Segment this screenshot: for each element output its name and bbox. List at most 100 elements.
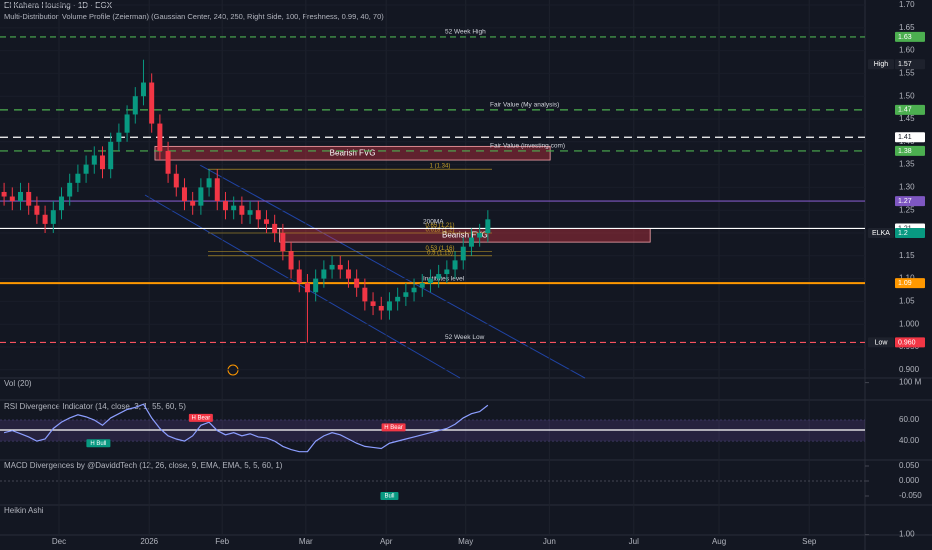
y-tick-label: 1.15 — [899, 251, 915, 260]
candle-body — [91, 155, 97, 165]
name-tag-label: ELKA — [872, 230, 890, 237]
price-badge-label: 1.27 — [898, 198, 912, 205]
candle-body — [263, 219, 269, 224]
candle-body — [116, 132, 122, 142]
x-tick-label: Aug — [712, 537, 726, 546]
candle-body — [403, 292, 409, 297]
candle-body — [190, 201, 196, 206]
candle-body — [280, 233, 286, 252]
candle-body — [198, 187, 204, 206]
price-badge — [895, 228, 925, 239]
annotation: Institutes level — [423, 275, 465, 282]
name-tag-label: Low — [875, 339, 889, 346]
candle-body — [9, 196, 15, 202]
candle-body — [395, 296, 401, 302]
y-tick-label: 1.50 — [899, 91, 915, 100]
x-tick-label: Jun — [543, 537, 556, 546]
candle-body — [386, 301, 392, 311]
candle-body — [206, 178, 212, 188]
candle-body — [452, 260, 458, 270]
fvg-box — [154, 145, 551, 161]
candle-body — [165, 150, 171, 174]
candle-body — [362, 287, 368, 302]
candle-body — [124, 114, 130, 133]
candle-body — [378, 305, 384, 311]
pane-tick-label: 0.000 — [899, 476, 920, 485]
candle-body — [345, 269, 351, 279]
candle-body — [485, 219, 491, 234]
level-label: Fair Value (investing.com) — [490, 143, 565, 150]
candle-body — [272, 223, 278, 234]
fib-label: 0.53 (1.16) — [425, 246, 454, 252]
candle-body — [427, 278, 433, 284]
candle-body — [1, 191, 7, 197]
candle-body — [337, 264, 343, 270]
x-tick-label: Mar — [299, 537, 313, 546]
pane-title: Heikin Ashi — [4, 506, 44, 515]
x-tick-label: Dec — [52, 537, 66, 546]
candle-body — [108, 141, 114, 170]
candle-body — [58, 196, 64, 211]
name-tag-label: High — [874, 61, 889, 68]
price-badge-label: 1.09 — [898, 280, 912, 287]
channel-line — [144, 194, 461, 379]
pane-tick-label: 1.00 — [899, 530, 915, 539]
fib-label: 1 (1.34) — [430, 164, 451, 170]
price-badge — [895, 59, 925, 70]
candle-body — [255, 210, 261, 220]
x-tick-label: Sep — [802, 537, 817, 546]
y-tick-label: 1.60 — [899, 46, 915, 55]
candle-body — [17, 191, 23, 202]
pane-tick-label: -0.050 — [899, 491, 922, 500]
y-tick-label: 1.35 — [899, 160, 915, 169]
y-tick-label: 1.000 — [899, 319, 920, 328]
candle-body — [370, 301, 376, 306]
price-badge-label: 1.41 — [898, 134, 912, 141]
y-tick-label: 1.25 — [899, 205, 915, 214]
level-label: 52 Week High — [445, 29, 486, 36]
candle-body — [247, 210, 253, 215]
candle-body — [329, 264, 335, 270]
pane-title: MACD Divergences by @DaviddTech (12, 26,… — [4, 461, 283, 470]
div-tag — [86, 439, 111, 448]
candle-body — [436, 274, 442, 279]
y-tick-label: 1.55 — [899, 69, 915, 78]
div-label: H Bear — [192, 416, 211, 422]
candle-body — [304, 283, 310, 293]
indicator-title: Multi-Distribution Volume Profile (Zeier… — [4, 12, 384, 21]
candle-body — [42, 214, 48, 224]
div-tag — [381, 423, 406, 432]
candle-body — [173, 173, 179, 188]
rsi-tick-label: 40.00 — [899, 436, 920, 445]
div-label: H Bear — [384, 425, 403, 431]
candle-body — [468, 237, 474, 247]
x-tick-label: Feb — [215, 537, 229, 546]
name-tag — [868, 59, 894, 70]
candle-body — [140, 82, 146, 97]
fib-label: 0.618 (1.2) — [425, 228, 454, 234]
y-tick-label: 1.45 — [899, 114, 915, 123]
div-tag — [188, 413, 213, 422]
candle-body — [419, 283, 425, 288]
price-badge — [895, 337, 925, 348]
pane-title: Vol (20) — [4, 379, 32, 388]
rsi-tick-label: 60.00 — [899, 415, 920, 424]
y-tick-label: 0.900 — [899, 365, 920, 374]
pane-tick-label: 0.050 — [899, 461, 920, 470]
price-badge-label: 0.960 — [898, 339, 916, 346]
div-tag — [380, 492, 399, 500]
fvg-label: Bearish FVG — [330, 148, 376, 157]
candle-body — [181, 187, 187, 202]
candle-body — [157, 123, 163, 151]
candle-body — [460, 246, 466, 261]
price-badge — [895, 145, 925, 156]
level-label: Fair Value (My analysis) — [490, 102, 559, 109]
y-tick-label: 1.65 — [899, 23, 915, 32]
candle-body — [26, 191, 32, 206]
candle-body — [477, 233, 483, 238]
candle-body — [296, 269, 302, 284]
candle-body — [231, 205, 237, 211]
candle-body — [321, 269, 327, 279]
price-badge — [895, 278, 925, 289]
